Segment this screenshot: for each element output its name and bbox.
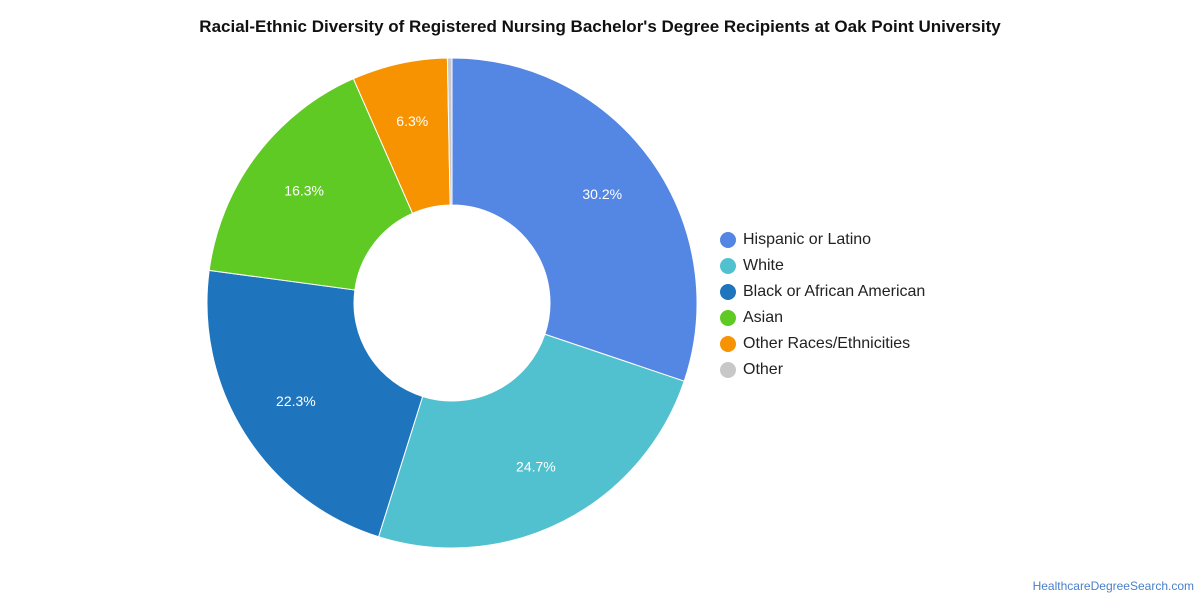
legend-label: Other	[743, 361, 784, 378]
slice-label-other-races-ethnicities: 6.3%	[396, 113, 428, 129]
legend-swatch-icon	[720, 362, 736, 378]
slice-label-black-or-african-american: 22.3%	[276, 393, 316, 409]
legend-item-other[interactable]: Other	[720, 357, 925, 383]
legend-item-asian[interactable]: Asian	[720, 305, 925, 331]
source-link[interactable]: HealthcareDegreeSearch.com	[1032, 579, 1194, 593]
slice-white	[377, 333, 685, 549]
chart-title: Racial-Ethnic Diversity of Registered Nu…	[199, 17, 1001, 36]
legend-swatch-icon	[720, 310, 736, 326]
legend-item-hispanic-or-latino[interactable]: Hispanic or Latino	[720, 227, 925, 253]
legend-label: Other Races/Ethnicities	[743, 335, 911, 352]
legend-swatch-icon	[720, 258, 736, 274]
legend-item-white[interactable]: White	[720, 253, 925, 279]
legend-item-black-or-african-american[interactable]: Black or African American	[720, 279, 925, 305]
legend-swatch-icon	[720, 232, 736, 248]
slice-asian	[208, 78, 414, 291]
slice-hispanic-or-latino	[451, 57, 698, 382]
legend: Hispanic or Latino White Black or African …	[720, 227, 925, 383]
legend-swatch-icon	[720, 284, 736, 300]
slice-other	[446, 57, 453, 206]
slice-label-white: 24.7%	[516, 459, 556, 475]
legend-label: Asian	[743, 309, 784, 326]
legend-label: Hispanic or Latino	[743, 231, 872, 248]
legend-item-other-races-ethnicities[interactable]: Other Races/Ethnicities	[720, 331, 925, 357]
legend-label: White	[743, 257, 784, 274]
legend-label: Black or African American	[743, 283, 926, 300]
legend-swatch-icon	[720, 336, 736, 352]
slice-label-hispanic-or-latino: 30.2%	[582, 186, 622, 202]
slice-label-asian: 16.3%	[284, 182, 324, 198]
slice-black-or-african-american	[206, 269, 424, 538]
